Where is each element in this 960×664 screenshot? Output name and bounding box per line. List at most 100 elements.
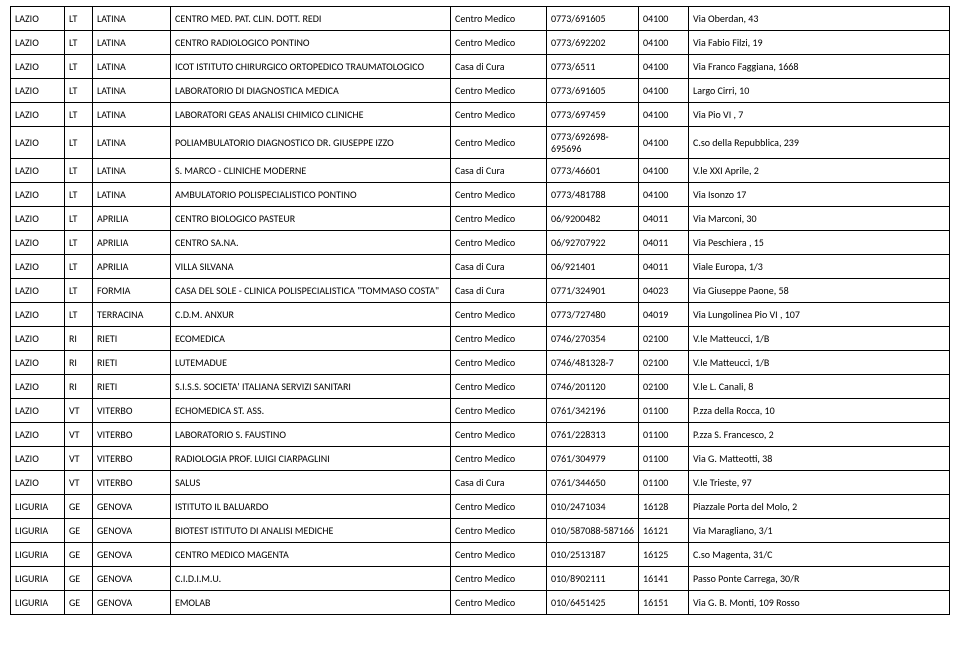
table-cell: RIETI <box>93 351 171 375</box>
table-cell: 06/9200482 <box>547 207 639 231</box>
table-cell: C.I.D.I.M.U. <box>171 567 451 591</box>
table-cell: LIGURIA <box>11 495 65 519</box>
table-cell: Via Giuseppe Paone, 58 <box>689 279 950 303</box>
table-cell: LT <box>65 255 93 279</box>
table-row: LAZIOLTLATINAAMBULATORIO POLISPECIALISTI… <box>11 183 950 207</box>
table-cell: 0746/270354 <box>547 327 639 351</box>
table-cell: CENTRO BIOLOGICO PASTEUR <box>171 207 451 231</box>
table-cell: Centro Medico <box>451 375 547 399</box>
table-cell: LAZIO <box>11 351 65 375</box>
table-cell: 0771/324901 <box>547 279 639 303</box>
table-cell: VITERBO <box>93 423 171 447</box>
table-cell: 0773/727480 <box>547 303 639 327</box>
table-cell: Centro Medico <box>451 591 547 615</box>
table-cell: Piazzale Porta del Molo, 2 <box>689 495 950 519</box>
table-cell: P.zza della Rocca, 10 <box>689 399 950 423</box>
table-cell: LAZIO <box>11 279 65 303</box>
table-row: LAZIOLTAPRILIACENTRO SA.NA.Centro Medico… <box>11 231 950 255</box>
table-cell: LT <box>65 279 93 303</box>
table-cell: LAZIO <box>11 159 65 183</box>
table-cell: Via G. B. Monti, 109 Rosso <box>689 591 950 615</box>
table-cell: Centro Medico <box>451 103 547 127</box>
table-cell: Via Maragliano, 3/1 <box>689 519 950 543</box>
table-cell: SALUS <box>171 471 451 495</box>
table-cell: APRILIA <box>93 255 171 279</box>
table-cell: 16125 <box>639 543 689 567</box>
table-cell: LAZIO <box>11 423 65 447</box>
table-cell: CASA DEL SOLE - CLINICA POLISPECIALISTIC… <box>171 279 451 303</box>
table-cell: GE <box>65 591 93 615</box>
table-row: LAZIOLTAPRILIACENTRO BIOLOGICO PASTEURCe… <box>11 207 950 231</box>
table-row: LAZIOLTLATINACENTRO MED. PAT. CLIN. DOTT… <box>11 7 950 31</box>
table-cell: 16141 <box>639 567 689 591</box>
table-cell: LAZIO <box>11 231 65 255</box>
table-cell: 04011 <box>639 231 689 255</box>
table-cell: Centro Medico <box>451 567 547 591</box>
table-cell: LT <box>65 31 93 55</box>
table-cell: LT <box>65 183 93 207</box>
table-cell: APRILIA <box>93 231 171 255</box>
table-cell: Via Isonzo 17 <box>689 183 950 207</box>
table-cell: Centro Medico <box>451 127 547 159</box>
table-cell: GE <box>65 543 93 567</box>
table-cell: 02100 <box>639 351 689 375</box>
table-cell: LAZIO <box>11 447 65 471</box>
table-cell: LT <box>65 207 93 231</box>
table-cell: RI <box>65 375 93 399</box>
table-cell: LAZIO <box>11 399 65 423</box>
document-page: { "table": { "columns": [ { "key": "regi… <box>0 0 960 625</box>
table-cell: Via Peschiera , 15 <box>689 231 950 255</box>
table-cell: RI <box>65 327 93 351</box>
table-cell: LAZIO <box>11 303 65 327</box>
table-cell: LIGURIA <box>11 543 65 567</box>
table-cell: Centro Medico <box>451 79 547 103</box>
table-cell: LATINA <box>93 7 171 31</box>
facilities-table: LAZIOLTLATINACENTRO MED. PAT. CLIN. DOTT… <box>10 6 950 615</box>
table-cell: LAZIO <box>11 79 65 103</box>
table-row: LAZIOVTVITERBOECHOMEDICA ST. ASS.Centro … <box>11 399 950 423</box>
table-cell: 0746/481328-7 <box>547 351 639 375</box>
table-cell: GE <box>65 567 93 591</box>
table-cell: 04100 <box>639 159 689 183</box>
table-cell: LATINA <box>93 127 171 159</box>
table-cell: LAZIO <box>11 31 65 55</box>
table-cell: Via Marconi, 30 <box>689 207 950 231</box>
table-row: LAZIOLTLATINALABORATORIO DI DIAGNOSTICA … <box>11 79 950 103</box>
table-cell: LT <box>65 103 93 127</box>
table-row: LAZIOLTLATINAICOT ISTITUTO CHIRURGICO OR… <box>11 55 950 79</box>
table-cell: Via Oberdan, 43 <box>689 7 950 31</box>
table-cell: GE <box>65 519 93 543</box>
table-cell: GENOVA <box>93 591 171 615</box>
table-cell: 01100 <box>639 447 689 471</box>
table-cell: Centro Medico <box>451 447 547 471</box>
table-cell: Centro Medico <box>451 543 547 567</box>
table-row: LIGURIAGEGENOVAISTITUTO IL BALUARDOCentr… <box>11 495 950 519</box>
table-cell: 04011 <box>639 207 689 231</box>
table-cell: Centro Medico <box>451 303 547 327</box>
table-cell: LAZIO <box>11 127 65 159</box>
table-row: LAZIORIRIETILUTEMADUECentro Medico0746/4… <box>11 351 950 375</box>
table-cell: LAZIO <box>11 103 65 127</box>
table-cell: RIETI <box>93 375 171 399</box>
table-row: LAZIOVTVITERBOSALUSCasa di Cura0761/3446… <box>11 471 950 495</box>
table-row: LAZIORIRIETIS.I.S.S. SOCIETA' ITALIANA S… <box>11 375 950 399</box>
table-cell: V.le Trieste, 97 <box>689 471 950 495</box>
table-cell: 0761/344650 <box>547 471 639 495</box>
table-cell: S.I.S.S. SOCIETA' ITALIANA SERVIZI SANIT… <box>171 375 451 399</box>
table-cell: Centro Medico <box>451 495 547 519</box>
table-cell: VITERBO <box>93 447 171 471</box>
table-cell: Casa di Cura <box>451 159 547 183</box>
table-cell: Casa di Cura <box>451 279 547 303</box>
table-cell: Centro Medico <box>451 31 547 55</box>
table-cell: Via G. Matteotti, 38 <box>689 447 950 471</box>
table-cell: AMBULATORIO POLISPECIALISTICO PONTINO <box>171 183 451 207</box>
table-cell: V.le Matteucci, 1/B <box>689 351 950 375</box>
table-cell: ICOT ISTITUTO CHIRURGICO ORTOPEDICO TRAU… <box>171 55 451 79</box>
table-cell: 06/92707922 <box>547 231 639 255</box>
table-cell: LAZIO <box>11 55 65 79</box>
table-cell: Centro Medico <box>451 519 547 543</box>
table-cell: LIGURIA <box>11 591 65 615</box>
table-cell: 0761/228313 <box>547 423 639 447</box>
table-cell: 010/2471034 <box>547 495 639 519</box>
table-cell: 06/921401 <box>547 255 639 279</box>
